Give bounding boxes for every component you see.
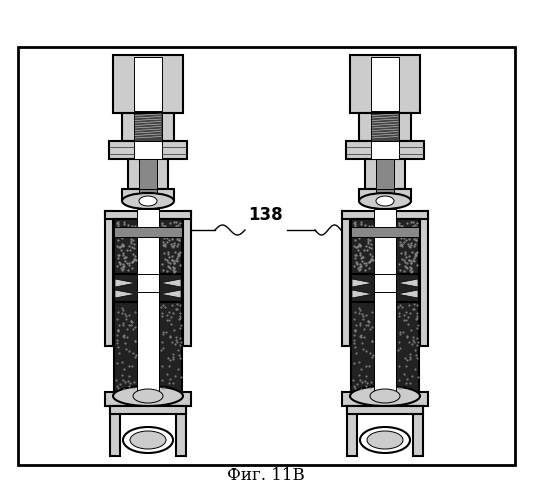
Polygon shape bbox=[160, 290, 181, 298]
Bar bbox=[114, 219, 182, 274]
Bar bbox=[114, 227, 182, 237]
Bar bbox=[376, 189, 394, 201]
Bar bbox=[347, 406, 423, 414]
Ellipse shape bbox=[113, 386, 183, 406]
Bar bbox=[122, 189, 174, 201]
Bar bbox=[176, 406, 186, 456]
Bar bbox=[371, 113, 399, 141]
Bar bbox=[122, 113, 174, 141]
Bar bbox=[376, 159, 394, 189]
Bar bbox=[374, 292, 396, 397]
Ellipse shape bbox=[350, 386, 420, 406]
Bar bbox=[342, 211, 428, 219]
Bar bbox=[342, 211, 350, 346]
Polygon shape bbox=[115, 290, 136, 298]
Bar bbox=[114, 302, 182, 392]
Bar bbox=[371, 141, 399, 159]
Bar bbox=[342, 392, 428, 406]
Bar bbox=[371, 57, 399, 111]
Bar bbox=[365, 159, 405, 189]
Bar bbox=[374, 209, 396, 284]
Ellipse shape bbox=[376, 196, 394, 206]
Ellipse shape bbox=[139, 196, 157, 206]
Bar bbox=[128, 159, 168, 189]
Ellipse shape bbox=[133, 389, 163, 403]
Polygon shape bbox=[397, 290, 418, 298]
Bar bbox=[114, 274, 182, 302]
Bar bbox=[110, 406, 186, 414]
Ellipse shape bbox=[370, 389, 400, 403]
Bar bbox=[105, 211, 113, 346]
Ellipse shape bbox=[359, 193, 411, 209]
Polygon shape bbox=[352, 290, 373, 298]
Bar bbox=[346, 141, 424, 159]
Polygon shape bbox=[397, 279, 418, 287]
Polygon shape bbox=[115, 279, 136, 287]
Bar bbox=[137, 274, 159, 302]
Ellipse shape bbox=[360, 427, 410, 453]
Polygon shape bbox=[352, 279, 373, 287]
Bar bbox=[113, 55, 183, 113]
Bar bbox=[413, 406, 423, 456]
Bar bbox=[351, 219, 419, 274]
Ellipse shape bbox=[122, 193, 174, 209]
Bar bbox=[347, 406, 357, 456]
Ellipse shape bbox=[367, 431, 403, 449]
Bar bbox=[18, 47, 515, 465]
Bar bbox=[374, 274, 396, 302]
Bar bbox=[137, 292, 159, 397]
Bar bbox=[134, 113, 162, 141]
Bar bbox=[351, 274, 419, 302]
Text: 138: 138 bbox=[249, 206, 284, 224]
Bar bbox=[350, 55, 420, 113]
Bar bbox=[105, 211, 191, 219]
Bar bbox=[351, 227, 419, 237]
Bar bbox=[359, 113, 411, 141]
Bar bbox=[351, 302, 419, 392]
Bar bbox=[105, 392, 191, 406]
Ellipse shape bbox=[130, 431, 166, 449]
Text: Фиг. 11В: Фиг. 11В bbox=[227, 467, 305, 484]
Bar bbox=[137, 209, 159, 284]
Bar bbox=[183, 211, 191, 346]
Bar bbox=[139, 159, 157, 189]
Polygon shape bbox=[160, 279, 181, 287]
Bar bbox=[109, 141, 187, 159]
Bar bbox=[359, 189, 411, 201]
Bar bbox=[134, 57, 162, 111]
Bar bbox=[134, 141, 162, 159]
Bar bbox=[110, 406, 120, 456]
Ellipse shape bbox=[123, 427, 173, 453]
Bar bbox=[139, 189, 157, 201]
Bar bbox=[420, 211, 428, 346]
